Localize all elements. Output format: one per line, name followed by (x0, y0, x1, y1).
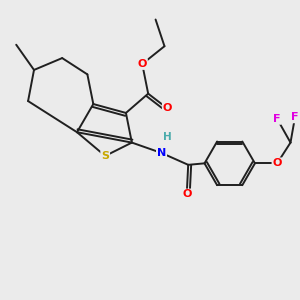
Text: O: O (138, 59, 147, 69)
Text: N: N (157, 148, 166, 158)
Text: S: S (101, 151, 109, 161)
Text: H: H (163, 132, 172, 142)
Text: O: O (272, 158, 282, 168)
Text: O: O (163, 103, 172, 113)
Text: F: F (291, 112, 299, 122)
Text: O: O (182, 190, 191, 200)
Text: F: F (273, 114, 281, 124)
